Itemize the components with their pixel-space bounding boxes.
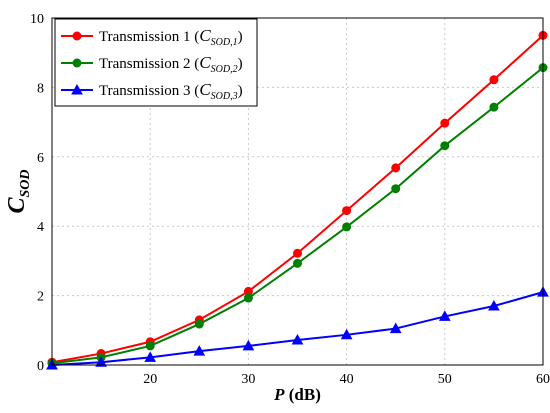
data-point-series-3 [193, 345, 206, 356]
x-tick-label: 30 [241, 372, 255, 387]
data-point-series-2 [440, 141, 450, 151]
y-tick-label: 8 [37, 81, 44, 96]
data-point-series-3 [95, 356, 107, 367]
x-axis-label-unit: (dB) [285, 385, 321, 404]
data-point-series-1 [342, 206, 352, 216]
legend-entry-1: Transmission 1 (CSOD,1) [99, 26, 243, 48]
data-point-series-1 [391, 163, 401, 173]
data-point-series-2 [243, 293, 253, 303]
data-point-series-3 [488, 299, 500, 311]
data-point-series-3 [438, 310, 451, 321]
y-tick-label: 6 [37, 151, 44, 166]
x-tick-label: 40 [340, 372, 354, 387]
legend: Transmission 1 (CSOD,1) Transmission 2 (C… [54, 18, 258, 107]
legend-swatch-marker [71, 83, 83, 95]
y-axis-label: CSOD [4, 169, 33, 213]
data-point-series-1 [293, 248, 302, 258]
legend-entry-2: Transmission 2 (CSOD,2) [99, 53, 243, 75]
data-point-series-2 [342, 222, 352, 232]
x-axis-label: P (dB) [273, 385, 321, 404]
data-point-series-2 [293, 258, 302, 268]
x-tick-label: 50 [438, 372, 452, 387]
data-point-series-2 [391, 184, 401, 194]
tick-labels: 20 30 40 50 60 0 2 4 6 8 10 [30, 12, 550, 387]
data-point-series-2 [145, 341, 155, 351]
legend-entry-3: Transmission 3 (CSOD,3) [99, 80, 243, 102]
y-tick-label: 4 [37, 220, 44, 235]
data-point-series-3 [144, 351, 157, 362]
y-axis-label-sub: SOD [18, 169, 33, 197]
data-point-series-1 [440, 118, 450, 128]
legend-swatch-marker [72, 58, 82, 68]
data-point-series-1 [489, 75, 499, 85]
data-point-series-3 [389, 322, 402, 334]
y-axis-label-main: C [4, 197, 30, 214]
legend-swatch-marker [72, 31, 82, 41]
plot-frame [51, 17, 544, 366]
data-point-series-3 [340, 328, 353, 340]
series-line-2 [51, 66, 544, 365]
y-tick-label: 0 [37, 359, 44, 374]
y-tick-label: 2 [37, 290, 44, 305]
series-line-3 [51, 291, 544, 366]
data-point-series-3 [291, 333, 304, 345]
x-tick-label: 60 [536, 372, 550, 387]
data-point-series-3 [242, 339, 255, 351]
x-axis-label-main: P [273, 385, 285, 404]
data-point-series-2 [489, 102, 499, 112]
x-tick-label: 20 [143, 372, 157, 387]
y-tick-label: 10 [30, 12, 44, 27]
data-point-series-2 [194, 319, 204, 329]
